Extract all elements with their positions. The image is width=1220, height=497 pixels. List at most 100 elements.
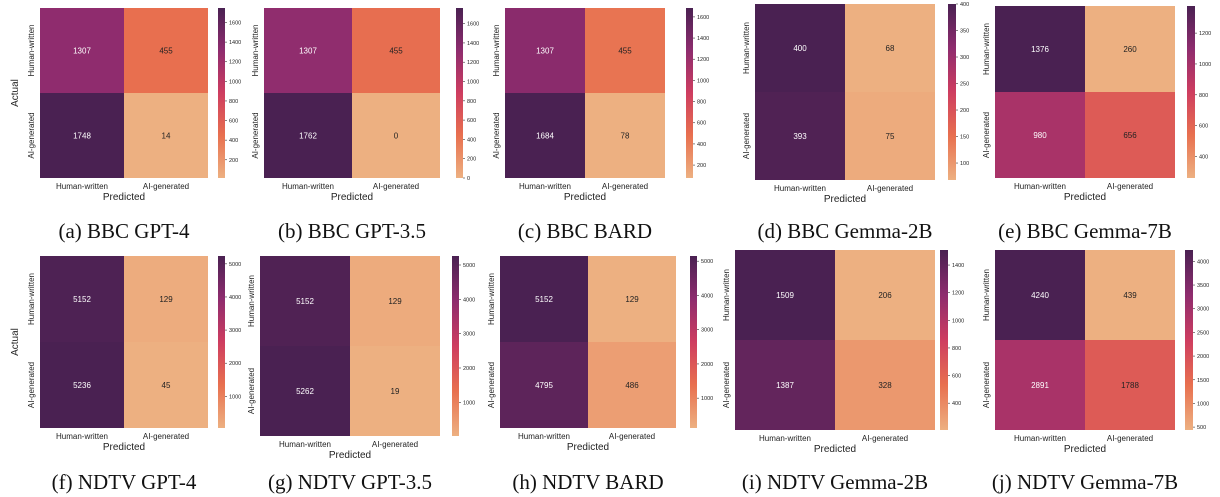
cell-value-label: 4795 [535,381,553,390]
row-tick-label: AI-generated [742,113,751,159]
x-axis-label: Predicted [1064,444,1106,455]
column-tick-label: Human-written [1014,434,1066,443]
cell-value-label: 656 [1123,131,1137,140]
colorbar-tick-label: 1400 [229,40,241,46]
colorbar-tick-label: 250 [960,82,969,88]
colorbar-tick-label: 300 [960,55,969,61]
heatmap-cell [588,342,676,428]
colorbar-tick-label: 5000 [463,263,475,269]
colorbar-tick-label: 1200 [229,60,241,66]
confusion-matrix-5: 5152 129 5236 45 Human-written AI-generated Hu… [10,256,241,494]
heatmap-cell [755,92,845,180]
heatmap-cell [845,92,935,180]
colorbar-tick-label: 350 [960,29,969,35]
colorbar-tick-label: 400 [960,2,969,8]
x-axis-label: Predicted [103,192,145,203]
cell-value-label: 393 [793,132,807,141]
colorbar-tick-label: 200 [467,157,476,163]
column-tick-label: AI-generated [143,432,189,441]
x-axis-label: Predicted [331,192,373,203]
colorbar [940,250,948,430]
heatmap-cell [835,250,935,340]
column-tick-label: Human-written [759,434,811,443]
colorbar-tick-label: 1600 [229,21,241,27]
colorbar [686,8,693,178]
colorbar-tick-label: 1400 [467,41,479,47]
colorbar-tick-label: 600 [1199,124,1208,130]
column-tick-label: Human-written [279,440,331,449]
column-tick-label: Human-written [56,182,108,191]
column-tick-label: Human-written [1014,182,1066,191]
row-tick-label: Human-written [722,269,731,321]
cell-value-label: 980 [1033,131,1047,140]
heatmap-cell [124,256,208,342]
cell-value-label: 0 [394,132,399,141]
heatmap-cell [124,93,208,178]
cell-value-label: 129 [159,295,173,304]
column-tick-label: AI-generated [609,432,655,441]
cell-value-label: 5262 [296,387,314,396]
colorbar-tick-label: 800 [1199,93,1208,99]
cell-value-label: 45 [162,381,171,390]
confusion-matrix-7: 5152 129 4795 486 Human-written AI-generated H… [487,256,713,494]
subfigure-caption: (b) BBC GPT-3.5 [278,219,426,243]
colorbar-tick-label: 800 [952,346,961,352]
cell-value-label: 1307 [73,47,91,56]
colorbar-tick-label: 600 [697,121,706,127]
cell-value-label: 439 [1123,291,1137,300]
cell-value-label: 328 [878,381,892,390]
colorbar-tick-label: 1200 [952,291,964,297]
cell-value-label: 5152 [296,297,314,306]
x-axis-label: Predicted [564,192,606,203]
colorbar-tick-label: 1000 [697,78,709,84]
row-tick-label: Human-written [251,24,260,76]
heatmap-cell [350,346,440,436]
colorbar-tick-label: 1600 [467,22,479,28]
colorbar [452,256,459,436]
colorbar-tick-label: 100 [960,161,969,167]
row-tick-label: Human-written [492,24,501,76]
colorbar [218,8,225,178]
heatmap-cell [1085,250,1175,340]
cell-value-label: 1376 [1031,45,1049,54]
subfigure-caption: (h) NDTV BARD [512,470,663,494]
subfigure-caption: (g) NDTV GPT-3.5 [268,470,432,494]
column-tick-label: AI-generated [1107,182,1153,191]
colorbar [1187,6,1195,178]
row-tick-label: AI-generated [722,362,731,408]
y-axis-label: Actual [10,79,21,107]
heatmap-cell [585,8,665,93]
row-tick-label: AI-generated [27,362,36,408]
cell-value-label: 260 [1123,45,1137,54]
confusion-matrix-9: 4240 439 2891 1788 Human-written AI-generated… [982,250,1209,494]
confusion-matrix-4: 1376 260 980 656 Human-written AI-generated Hu… [982,6,1211,243]
cell-value-label: 78 [621,132,630,141]
heatmap-cell [500,256,588,342]
x-axis-label: Predicted [814,444,856,455]
heatmap-cell [588,256,676,342]
cell-value-label: 400 [793,44,807,53]
cell-value-label: 5152 [73,295,91,304]
subfigure-caption: (f) NDTV GPT-4 [52,470,197,494]
colorbar-tick-label: 1000 [1199,62,1211,68]
column-tick-label: AI-generated [867,184,913,193]
column-tick-label: AI-generated [602,182,648,191]
column-tick-label: AI-generated [143,182,189,191]
row-tick-label: AI-generated [487,362,496,408]
cell-value-label: 1509 [776,291,794,300]
x-axis-label: Predicted [329,450,371,461]
colorbar [218,256,225,428]
colorbar-tick-label: 2000 [1197,354,1209,360]
colorbar [456,8,463,178]
heatmap-cell [352,8,440,93]
cell-value-label: 1788 [1121,381,1139,390]
colorbar-tick-label: 200 [960,108,969,114]
x-axis-label: Predicted [103,442,145,453]
heatmap-cell [40,93,124,178]
colorbar-tick-label: 4000 [701,293,713,299]
heatmap-cell [585,93,665,178]
column-tick-label: AI-generated [372,440,418,449]
colorbar-tick-label: 5000 [229,262,241,268]
colorbar-tick-label: 3000 [1197,307,1209,313]
